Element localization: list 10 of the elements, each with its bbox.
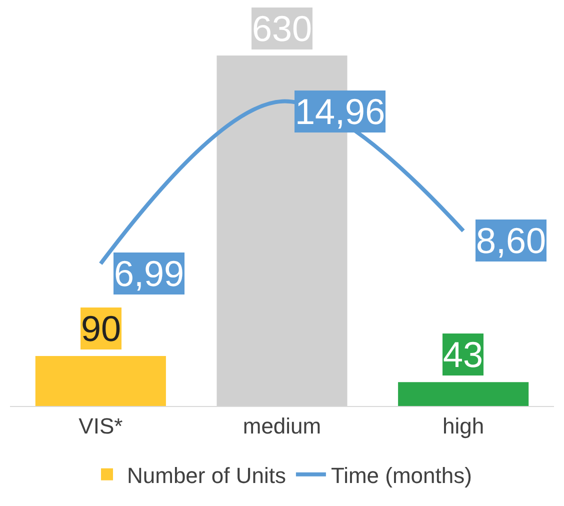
legend-label: Number of Units — [127, 462, 286, 488]
data-label: 14,96 — [295, 91, 386, 132]
data-label: 6,99 — [114, 253, 184, 294]
data-label: 43 — [443, 334, 484, 375]
legend-label: Time (months) — [330, 462, 472, 488]
data-label: 90 — [81, 308, 122, 349]
x-tick-label: VIS* — [78, 413, 124, 438]
x-tick-label: medium — [242, 413, 322, 438]
x-tick-label: high — [442, 413, 484, 438]
data-label: 8,60 — [476, 220, 546, 261]
